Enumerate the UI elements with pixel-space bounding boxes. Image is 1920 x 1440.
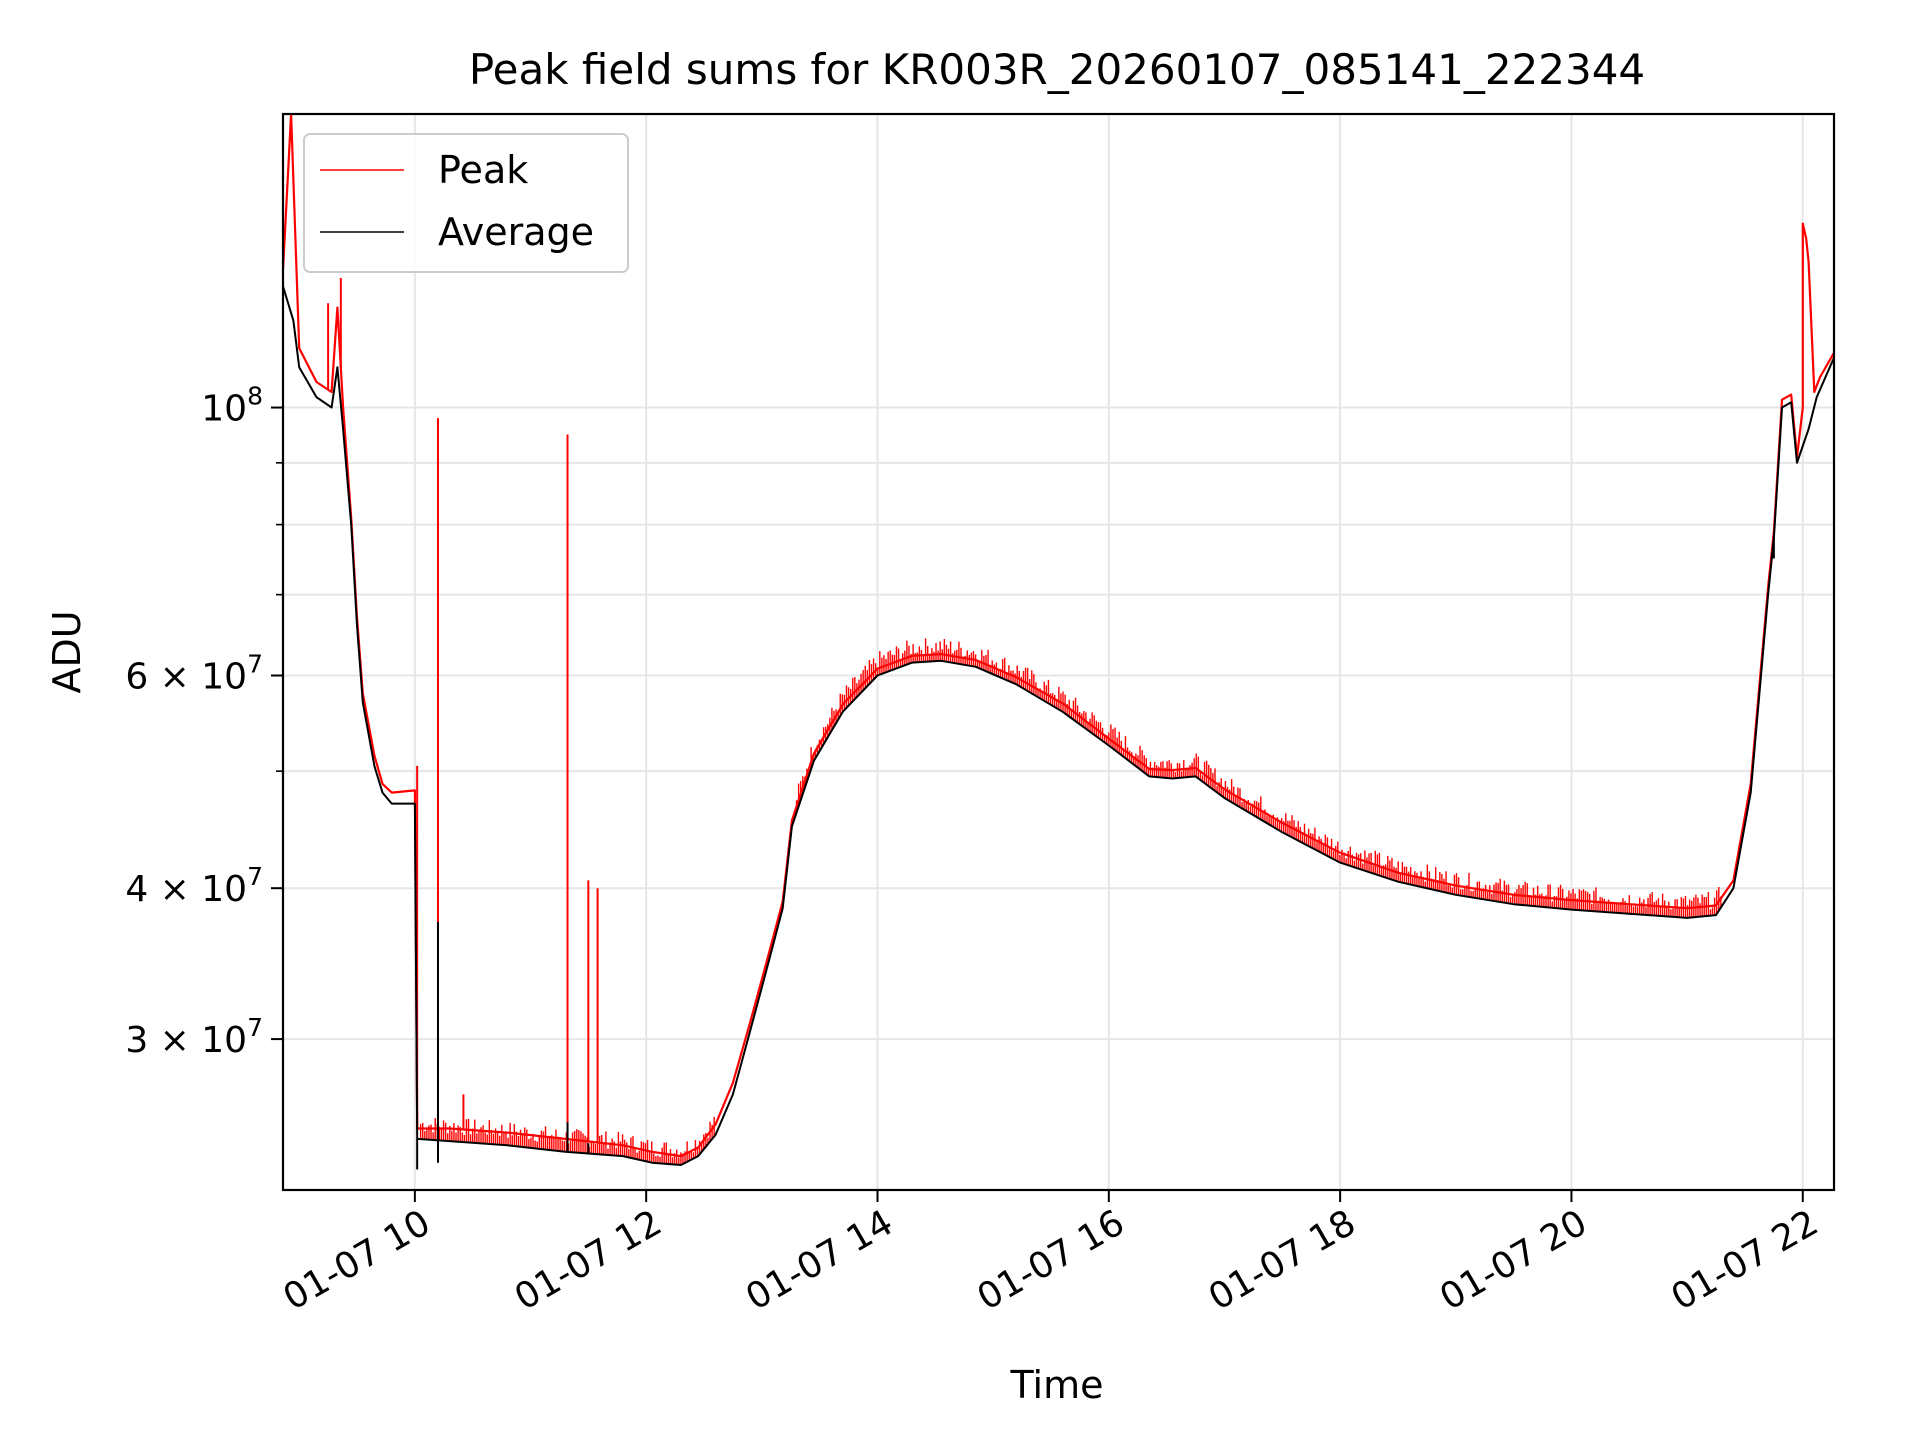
y-axis-label: ADU <box>45 610 89 693</box>
chart-title: Peak field sums for KR003R_20260107_0851… <box>469 45 1645 94</box>
y-tick-label: 4 × 107 <box>125 862 263 910</box>
y-tick-label: 3 × 107 <box>125 1013 263 1061</box>
y-tick-label: 108 <box>201 382 263 430</box>
legend: Peak Average <box>303 133 629 273</box>
y-tick-label: 6 × 107 <box>125 650 263 698</box>
average-series-line <box>283 286 1834 1166</box>
x-axis-label: Time <box>1010 1363 1104 1407</box>
legend-peak-label: Peak <box>438 148 528 192</box>
grid <box>283 114 1834 1190</box>
y-axis: 108 6 × 107 4 × 107 3 × 107 <box>125 382 283 1061</box>
legend-box <box>303 133 629 273</box>
series-layer <box>283 114 1834 1170</box>
plot-frame <box>281 112 1836 1192</box>
legend-average-label: Average <box>438 210 594 254</box>
